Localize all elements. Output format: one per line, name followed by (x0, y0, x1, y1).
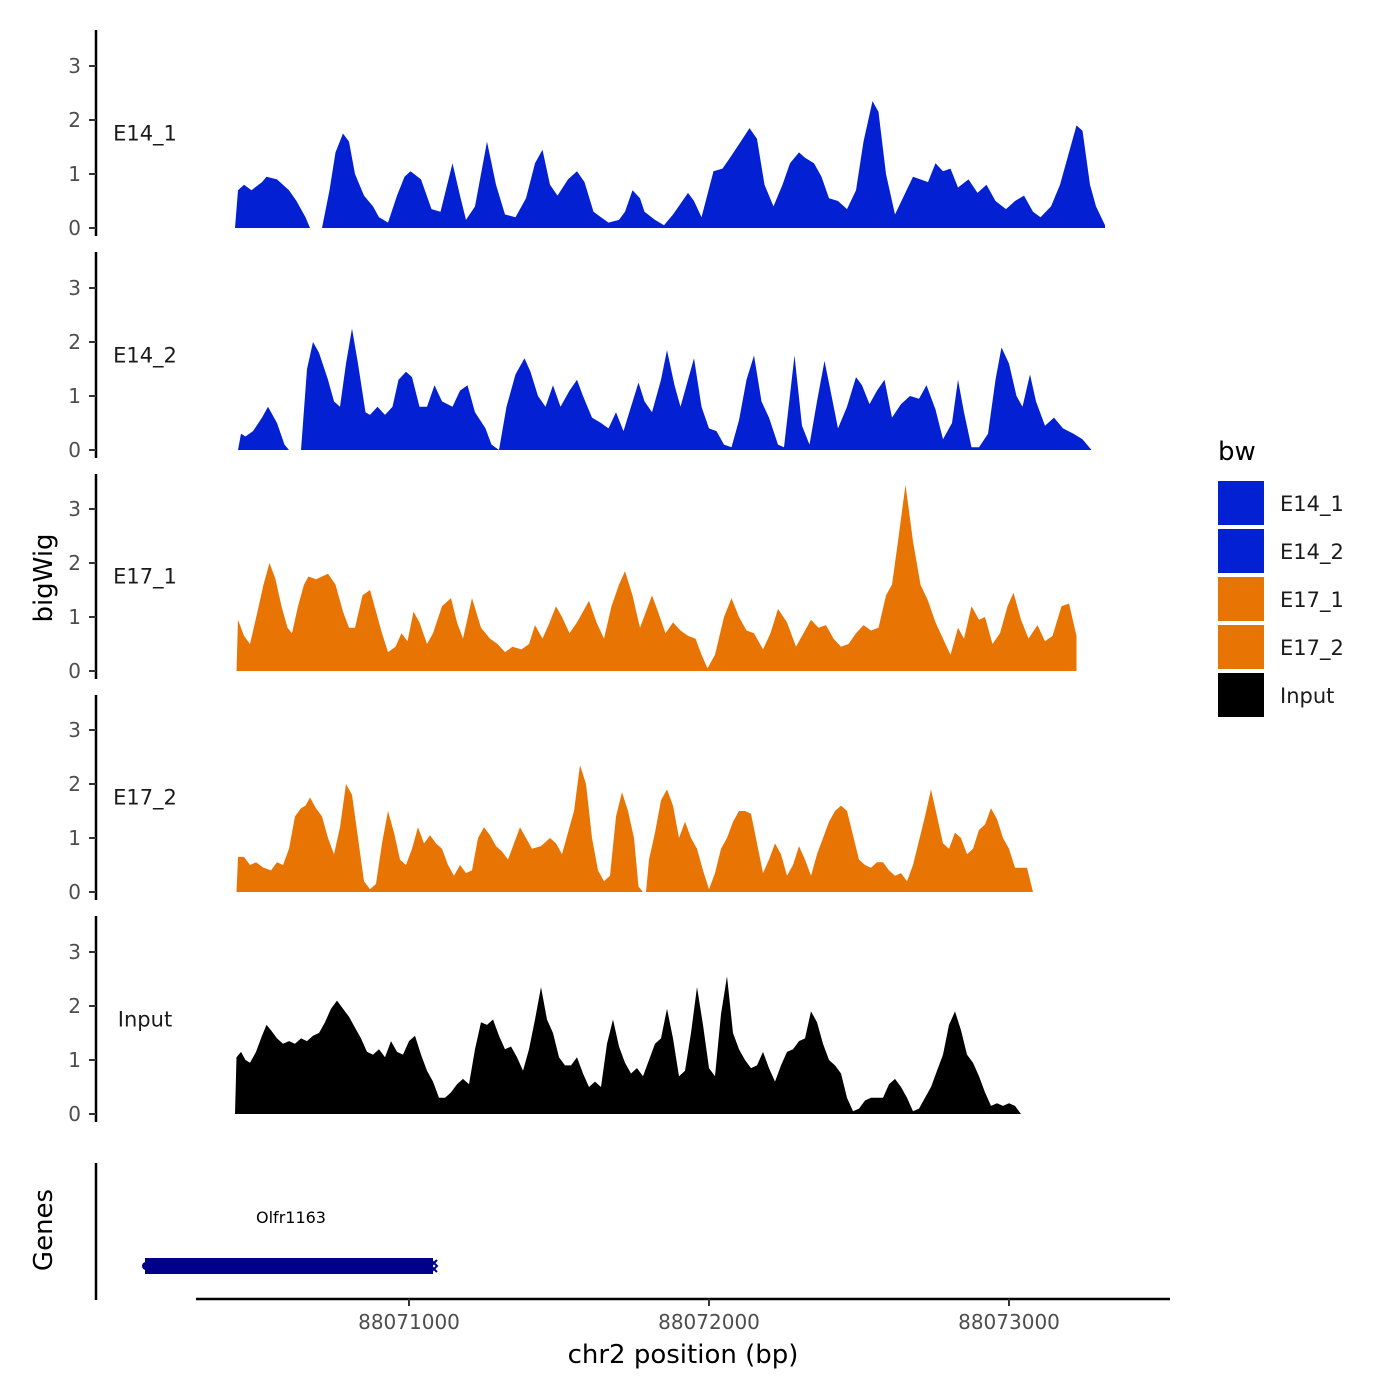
gene-start-marker (142, 1262, 150, 1270)
y-tick-label: 2 (68, 330, 81, 354)
genes-axis-title: Genes (29, 1189, 59, 1271)
legend-label: Input (1280, 684, 1334, 708)
y-tick-label: 3 (68, 497, 81, 521)
track-e17-2: 0 1 2 3 E17_2 (68, 695, 1033, 904)
y-tick-label: 1 (68, 605, 81, 629)
y-tick-label: 0 (68, 659, 81, 683)
y-tick-label: 1 (68, 826, 81, 850)
legend-label: E17_1 (1280, 588, 1344, 613)
y-tick-label: 2 (68, 551, 81, 575)
track-input: 0 1 2 3 Input (68, 916, 1021, 1126)
coverage-area (235, 976, 1021, 1114)
coverage-area (236, 484, 1077, 671)
gene-end-marker (429, 1259, 439, 1273)
legend-item-input: Input (1218, 673, 1334, 717)
y-tick-label: 3 (68, 54, 81, 78)
legend-swatch (1218, 529, 1264, 573)
y-tick-label: 3 (68, 276, 81, 300)
legend-item-e14-1: E14_1 (1218, 481, 1344, 525)
track-label: E14_1 (113, 122, 177, 147)
y-tick-label: 3 (68, 940, 81, 964)
track-label: Input (118, 1008, 172, 1032)
y-tick-label: 1 (68, 384, 81, 408)
legend-label: E14_1 (1280, 492, 1344, 517)
x-tick-label: 88072000 (658, 1310, 760, 1334)
x-axis-ticks: 88071000 88072000 88073000 (358, 1299, 1060, 1334)
coverage-area (238, 328, 1092, 450)
gene-body (145, 1258, 433, 1274)
gene-label: Olfr1163 (256, 1208, 326, 1227)
y-tick-label: 2 (68, 994, 81, 1018)
y-tick-label: 1 (68, 1048, 81, 1072)
legend-item-e17-1: E17_1 (1218, 577, 1344, 621)
y-tick-label: 2 (68, 108, 81, 132)
legend-label: E14_2 (1280, 540, 1344, 565)
legend-item-e14-2: E14_2 (1218, 529, 1344, 573)
legend-title: bw (1218, 437, 1256, 467)
x-axis: 88071000 88072000 88073000 chr2 position (… (196, 1297, 1170, 1370)
track-label: E17_1 (113, 565, 177, 590)
y-tick-label: 2 (68, 772, 81, 796)
legend-label: E17_2 (1280, 636, 1344, 661)
track-e14-2: 0 1 2 3 E14_2 (68, 252, 1092, 462)
legend-swatch (1218, 577, 1264, 621)
x-axis-title: chr2 position (bp) (568, 1340, 799, 1370)
legend-item-e17-2: E17_2 (1218, 625, 1344, 669)
coverage-area (236, 765, 1033, 892)
track-e17-1: 0 1 2 3 E17_1 (68, 474, 1077, 683)
track-label: E14_2 (113, 344, 177, 369)
y-tick-label: 0 (68, 1102, 81, 1126)
coverage-area (235, 101, 1105, 228)
coverage-tracks: 0 1 2 3 E14_1 0 1 2 3 E14_2 0 1 2 3 E17_1 0 1 2 3 E17_2 0 1 2 3… (68, 30, 1105, 1126)
gene-olfr1163: Olfr1163 (142, 1208, 439, 1274)
y-axis-title: bigWig (29, 533, 59, 622)
y-tick-label: 3 (68, 718, 81, 742)
legend-swatch (1218, 673, 1264, 717)
y-tick-label: 1 (68, 162, 81, 186)
track-e14-1: 0 1 2 3 E14_1 (68, 30, 1105, 240)
y-tick-label: 0 (68, 880, 81, 904)
x-tick-label: 88073000 (958, 1310, 1060, 1334)
legend-swatch (1218, 481, 1264, 525)
genes-panel: Genes Olfr1163 (29, 1163, 439, 1300)
track-label: E17_2 (113, 786, 177, 811)
y-tick-label: 0 (68, 438, 81, 462)
y-tick-label: 0 (68, 216, 81, 240)
gene-models: Olfr1163 (142, 1208, 439, 1274)
x-tick-label: 88071000 (358, 1310, 460, 1334)
legend-swatch (1218, 625, 1264, 669)
legend: bw E14_1 E14_2 E17_1 E17_2 Input (1218, 437, 1344, 717)
legend-items: E14_1 E14_2 E17_1 E17_2 Input (1218, 481, 1344, 717)
